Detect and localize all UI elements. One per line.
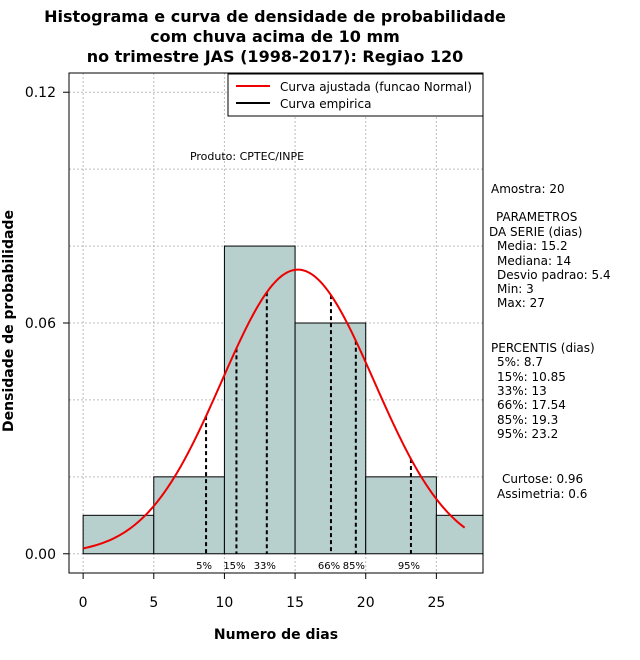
plot-frame	[68, 72, 484, 574]
chart-title-line-2: com chuva acima de 10 mm	[150, 27, 400, 46]
density-curve	[82, 268, 466, 550]
legend-box	[227, 73, 484, 117]
legend: Curva ajustada (funcao Normal) Curva emp…	[227, 73, 484, 117]
histogram-bar	[223, 245, 296, 555]
x-axis-title: Numero de dias	[214, 627, 338, 643]
stat-mean: Media: 15.2	[497, 239, 568, 253]
percentiles-heading: PERCENTIS (dias)	[491, 341, 595, 355]
stat-kurtosis: Curtose: 0.96	[502, 472, 583, 486]
percentile-label: 85%	[343, 561, 365, 572]
percentile-label: 15%	[223, 561, 245, 572]
stat-p5: 5%: 8.7	[497, 355, 543, 369]
x-tick-label: 0	[79, 595, 88, 611]
histogram-bar	[82, 514, 155, 555]
percentile-label: 66%	[318, 561, 340, 572]
histogram-bars	[82, 245, 484, 555]
percentile-markers: 5% 15% 33% 66% 85% 95%	[196, 292, 420, 572]
stat-median: Mediana: 14	[497, 254, 571, 268]
stat-p85: 85%: 19.3	[497, 413, 558, 427]
stat-p15: 15%: 10.85	[497, 370, 566, 384]
params-heading-2: DA SERIE (dias)	[489, 225, 582, 239]
stat-skewness: Assimetria: 0.6	[497, 487, 587, 501]
params-heading-1: PARAMETROS	[496, 210, 577, 224]
percentile-label: 5%	[196, 561, 212, 572]
y-tick-label: 0.12	[25, 85, 56, 101]
percentile-label: 95%	[398, 561, 420, 572]
legend-label-empirical: Curva empirica	[280, 97, 371, 111]
y-tick-label: 0.06	[25, 316, 56, 332]
stat-p95: 95%: 23.2	[497, 427, 558, 441]
stat-min: Min: 3	[497, 282, 534, 296]
product-annotation: Produto: CPTEC/INPE	[190, 150, 304, 163]
percentile-label: 33%	[254, 561, 276, 572]
normal-fit-curve	[82, 268, 466, 550]
statistics-panel: Amostra: 20 PARAMETROS DA SERIE (dias) M…	[489, 182, 611, 501]
sample-size: Amostra: 20	[491, 182, 565, 196]
y-tick-label: 0.00	[25, 547, 56, 563]
y-axis-title: Densidade de probabilidade	[1, 210, 17, 432]
histogram-bar	[435, 514, 484, 555]
legend-label-fitted: Curva ajustada (funcao Normal)	[280, 80, 472, 94]
x-tick-label: 5	[149, 595, 158, 611]
histogram-bar	[365, 476, 437, 555]
histogram-bar	[153, 476, 225, 555]
stat-p33: 33%: 13	[497, 384, 547, 398]
chart-title-line-1: Histograma e curva de densidade de proba…	[44, 7, 506, 26]
stat-max: Max: 27	[497, 296, 545, 310]
stat-std: Desvio padrao: 5.4	[497, 268, 611, 282]
x-tick-label: 20	[357, 595, 375, 611]
stat-p66: 66%: 17.54	[497, 398, 566, 412]
chart-title-line-3: no trimestre JAS (1998-2017): Regiao 120	[87, 47, 464, 66]
axes: 0 5 10 15 20 25 0.00 0.06 0.12	[25, 85, 445, 611]
x-tick-label: 15	[286, 595, 304, 611]
x-tick-label: 25	[427, 595, 445, 611]
x-tick-label: 10	[216, 595, 234, 611]
